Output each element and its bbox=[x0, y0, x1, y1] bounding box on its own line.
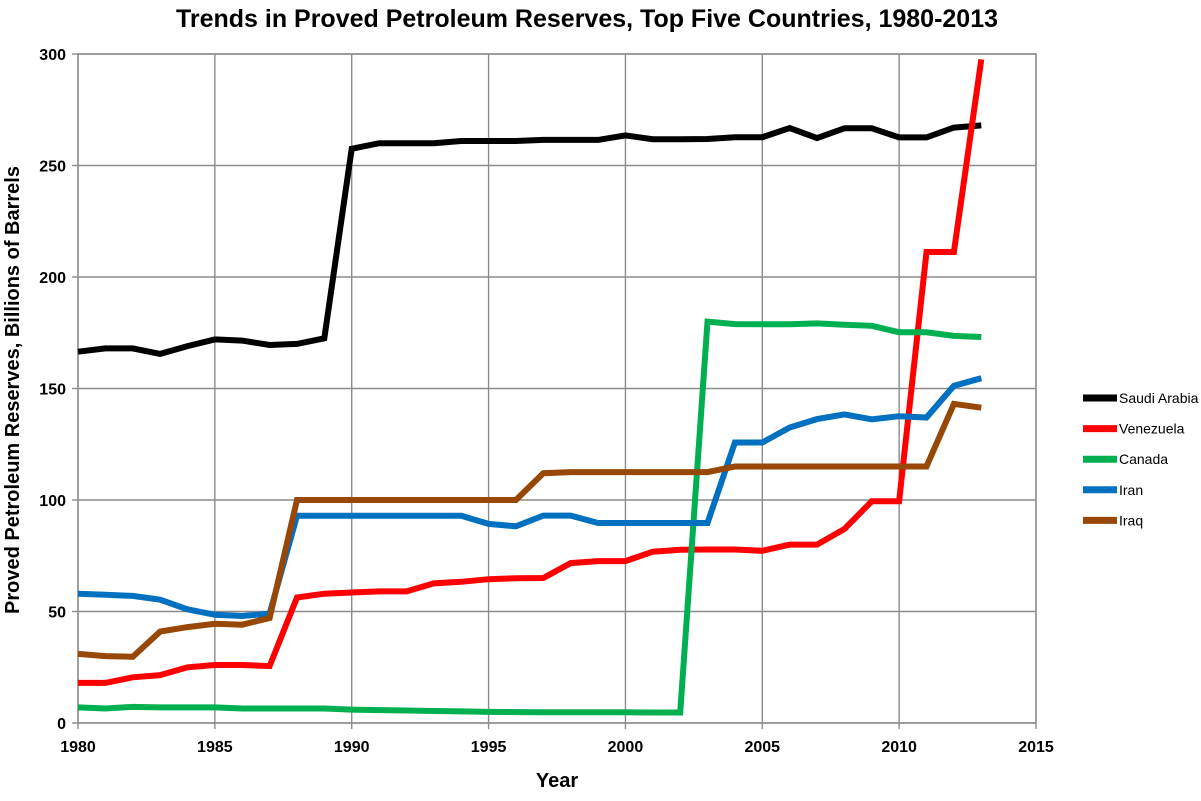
series-line-iraq bbox=[77, 400, 982, 660]
y-tick-label: 150 bbox=[39, 382, 66, 399]
x-tick-label: 1995 bbox=[471, 739, 507, 756]
x-tick-label: 1990 bbox=[334, 739, 370, 756]
legend-label-iran: Iran bbox=[1119, 482, 1143, 498]
gridlines bbox=[77, 53, 1037, 724]
chart-title: Trends in Proved Petroleum Reserves, Top… bbox=[176, 5, 998, 33]
x-axis-label: Year bbox=[536, 770, 578, 792]
legend: Saudi Arabia Venezuela Canada Iran Iraq bbox=[1083, 390, 1199, 528]
x-tick-label: 1985 bbox=[197, 739, 233, 756]
legend-label-venezuela: Venezuela bbox=[1119, 421, 1185, 437]
y-tick-label: 200 bbox=[39, 270, 66, 287]
x-tick-label: 1980 bbox=[60, 739, 96, 756]
y-tick-label: 0 bbox=[57, 716, 66, 733]
legend-label-saudi-arabia: Saudi Arabia bbox=[1119, 390, 1199, 406]
series-lines bbox=[77, 58, 985, 716]
y-axis-ticks: 0 50 100 150 200 250 300 bbox=[39, 47, 78, 733]
series-line-canada bbox=[77, 318, 982, 716]
x-axis-ticks: 1980 1985 1990 1995 2000 2005 2010 2015 bbox=[60, 723, 1054, 756]
y-tick-label: 250 bbox=[39, 159, 66, 176]
x-tick-label: 2010 bbox=[881, 739, 917, 756]
series-line-saudi-arabia bbox=[77, 122, 982, 357]
legend-label-iraq: Iraq bbox=[1119, 512, 1143, 528]
x-tick-label: 2005 bbox=[744, 739, 780, 756]
y-tick-label: 300 bbox=[39, 47, 66, 64]
legend-label-canada: Canada bbox=[1119, 451, 1168, 467]
series-line-iran bbox=[77, 375, 983, 620]
x-tick-label: 2000 bbox=[608, 739, 644, 756]
y-tick-label: 100 bbox=[39, 493, 66, 510]
y-tick-label: 50 bbox=[48, 605, 66, 622]
y-axis-label: Proved Petroleum Reserves, Billions of B… bbox=[2, 166, 24, 614]
series-line-venezuela bbox=[78, 58, 985, 686]
x-tick-label: 2015 bbox=[1018, 739, 1054, 756]
